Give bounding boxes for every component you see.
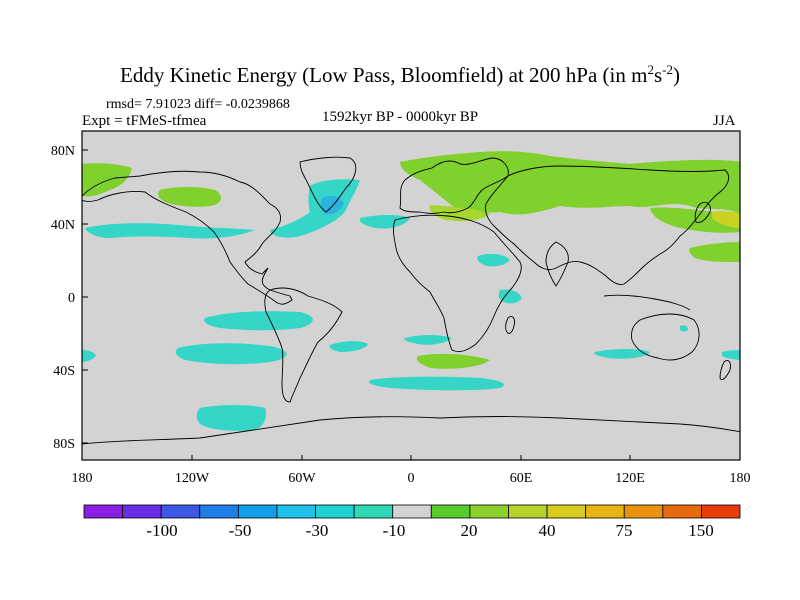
colorbar-swatch <box>623 504 664 519</box>
central-atlantic-negative-region <box>359 215 410 229</box>
plot-title: Eddy Kinetic Energy (Low Pass, Bloomfiel… <box>120 62 680 87</box>
colorbar-swatch <box>315 504 355 519</box>
mediterranean-positive-region <box>429 205 490 222</box>
africa-negative-region <box>477 253 510 267</box>
lon-tick-label: 0 <box>408 471 415 486</box>
lon-tick-label: 120E <box>615 471 645 486</box>
colorbar-label: -10 <box>383 521 406 540</box>
colorbar-label: 40 <box>539 521 556 540</box>
south-indian-positive-region <box>416 353 490 369</box>
lon-tick-label: 180 <box>730 471 751 486</box>
colorbar-label: -30 <box>306 521 329 540</box>
africa-coast <box>393 214 522 353</box>
coastlines <box>82 156 740 445</box>
japan-coast <box>694 201 711 223</box>
lon-axis: 180 120W 60W 0 60E 120E 180 <box>72 455 751 486</box>
north-asia-positive-region <box>400 151 740 215</box>
pacific-east-negative-region <box>722 350 740 360</box>
lon-tick-label: 60E <box>510 471 533 486</box>
lat-tick-label: 80N <box>51 144 75 159</box>
experiment-label: Expt = tFMeS-tfmea <box>82 113 207 129</box>
colorbar-swatch <box>122 504 162 519</box>
west-pacific-negative-region <box>82 350 96 362</box>
lon-tick-label: 180 <box>72 471 93 486</box>
colorbar-swatch <box>392 504 432 519</box>
lat-tick-label: 0 <box>68 291 75 306</box>
japan-positive-peak <box>712 211 740 228</box>
greenland-coast <box>299 156 357 213</box>
madagascar-coast <box>505 315 515 334</box>
east-pacific-positive-region <box>689 242 740 262</box>
southern-ocean-negative-region <box>369 376 504 391</box>
lon-tick-label: 120W <box>175 471 210 486</box>
south-america-coast <box>264 287 343 403</box>
colorbar-label: -50 <box>229 521 252 540</box>
indonesia-coast <box>603 294 691 311</box>
colorbar-swatch <box>199 504 239 519</box>
colorbar <box>83 504 741 519</box>
colorbar-swatch <box>430 504 471 519</box>
north-pacific-negative-region <box>85 223 255 239</box>
colorbar-swatch <box>662 504 702 519</box>
colorbar-swatch <box>469 504 509 519</box>
colorbar-swatch <box>160 504 201 519</box>
north-america-positive-region <box>157 187 222 207</box>
colorbar-label: 150 <box>688 521 714 540</box>
north-atlantic-negative-region <box>270 179 360 238</box>
colorbar-swatch <box>508 504 548 519</box>
colorbar-swatch <box>353 504 394 519</box>
lat-tick-label: 80S <box>53 437 75 452</box>
lat-tick-label: 40N <box>51 218 75 233</box>
south-pacific-midlat-negative-region <box>175 343 287 365</box>
colorbar-label: 20 <box>461 521 478 540</box>
lon-tick-label: 60W <box>288 471 316 486</box>
season-label: JJA <box>713 113 736 129</box>
south-pacific-high-lat-negative-region <box>196 405 267 431</box>
australia-coast <box>631 313 700 361</box>
colorbar-swatch <box>585 504 625 519</box>
asia-coast <box>485 165 730 285</box>
south-america-negative-region <box>329 341 368 352</box>
lat-axis: 80N 40N 0 40S 80S <box>51 144 88 452</box>
india-coast <box>545 241 569 287</box>
south-atlantic-negative-region <box>404 335 452 345</box>
colorbar-swatch <box>237 504 278 519</box>
new-zealand-coast <box>719 359 731 381</box>
colorbar-swatch <box>546 504 587 519</box>
north-pacific-positive-region <box>82 163 132 197</box>
colorbar-swatch <box>276 504 316 519</box>
east-africa-negative-region <box>498 289 522 304</box>
colorbar-label: -100 <box>146 521 177 540</box>
australia-negative-spot <box>680 325 688 332</box>
indian-ocean-negative-region <box>594 349 650 359</box>
colorbar-swatch <box>83 504 123 519</box>
south-pacific-negative-region <box>204 311 313 331</box>
colorbar-swatch <box>701 504 741 519</box>
colorbar-label: 75 <box>616 521 633 540</box>
period-label: 1592kyr BP - 0000kyr BP <box>322 109 479 125</box>
lat-tick-label: 40S <box>53 364 75 379</box>
colorbar-labels: -100 -50 -30 -10 20 40 75 150 <box>146 521 713 540</box>
field-layer <box>82 151 740 445</box>
antarctica-coast <box>82 416 740 445</box>
stats-text: rmsd= 7.91023 diff= -0.0239868 <box>106 97 290 112</box>
